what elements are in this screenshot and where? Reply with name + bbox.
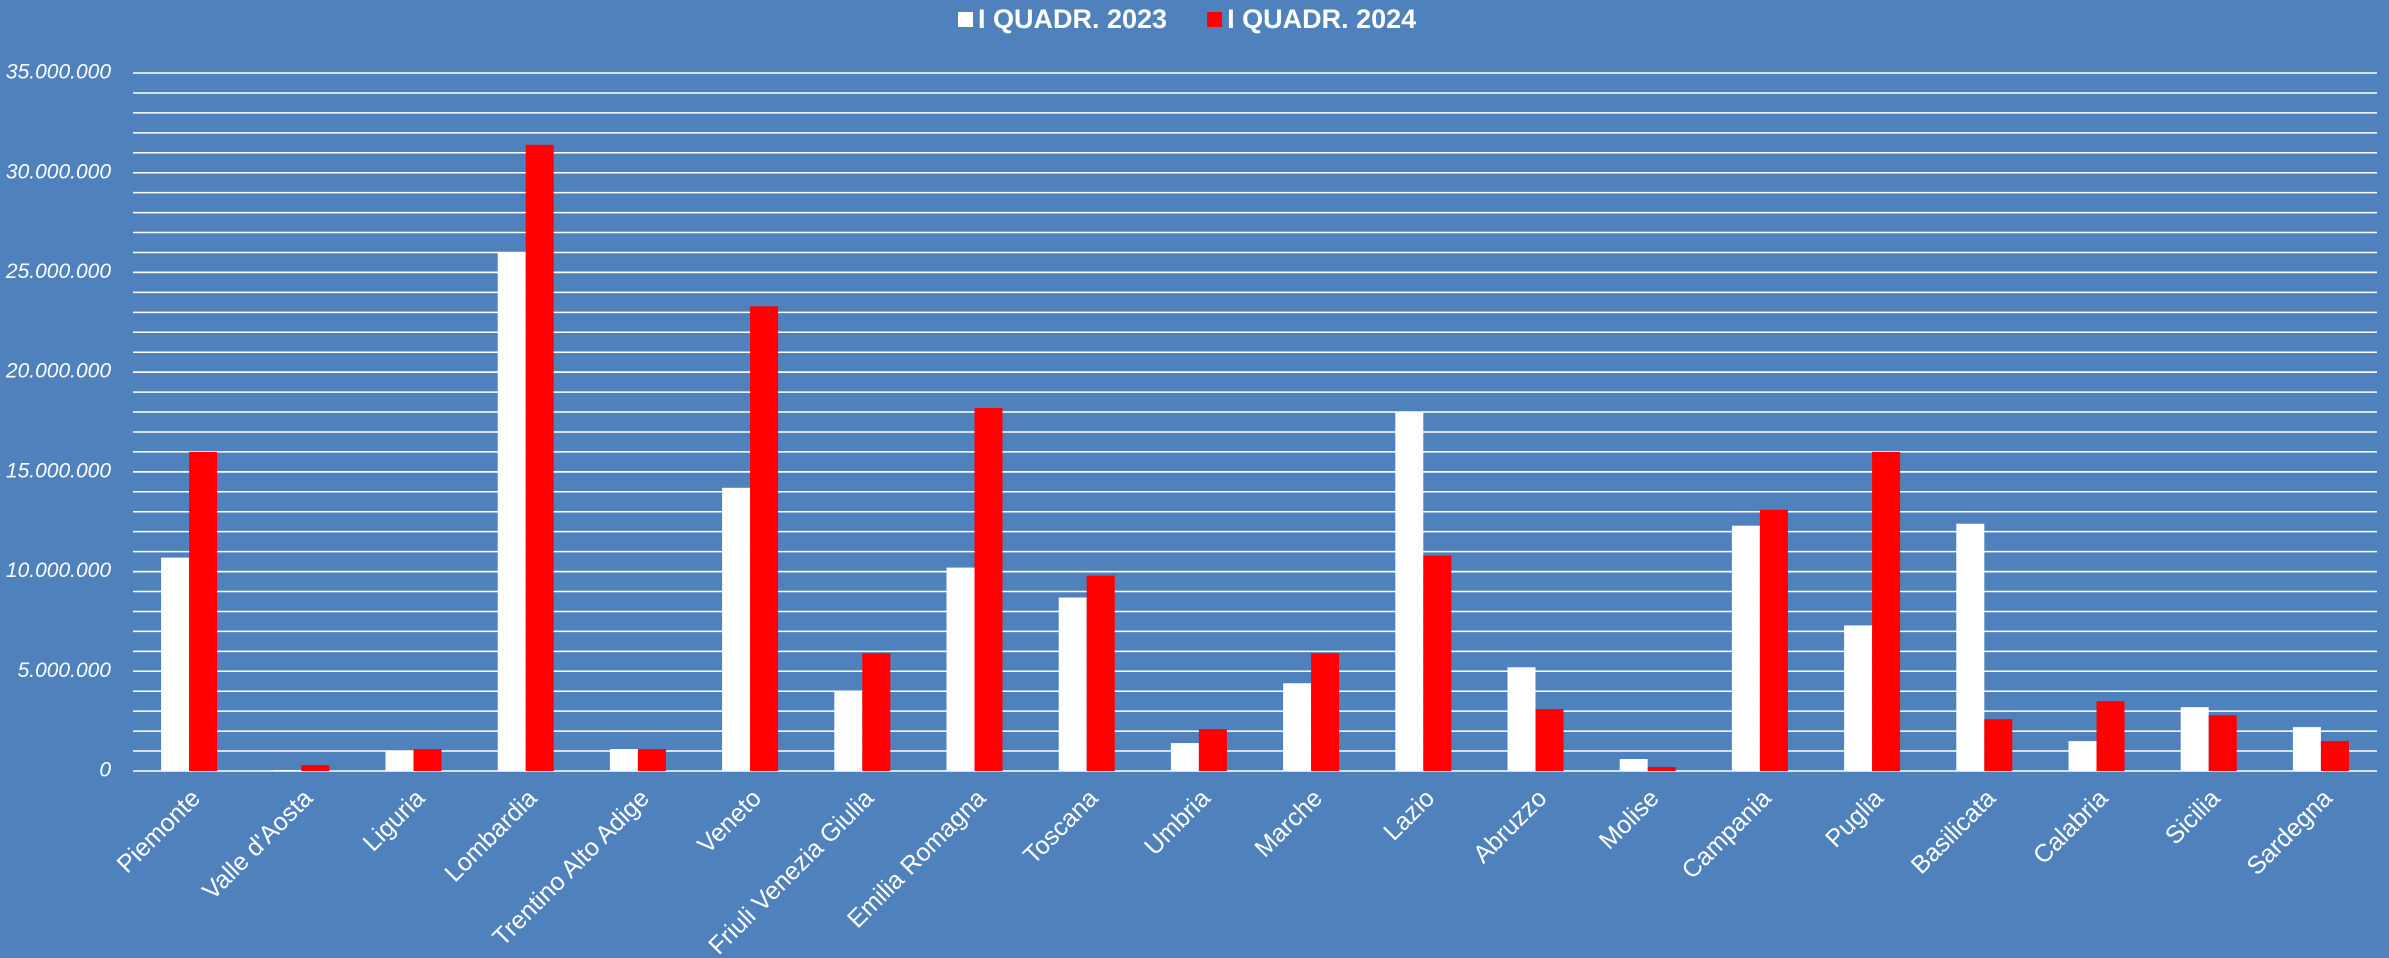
bar <box>301 765 330 771</box>
bar <box>1844 625 1873 771</box>
bar <box>637 749 666 771</box>
bar <box>2320 741 2349 771</box>
legend-swatch <box>1207 12 1223 27</box>
y-tick-label: 5.000.000 <box>18 659 112 682</box>
x-tick-label: Valle d'Aosta <box>197 784 318 905</box>
y-tick-label: 0 <box>99 759 111 782</box>
bar <box>2208 715 2237 771</box>
bar <box>750 306 779 771</box>
bar <box>161 557 190 771</box>
bar <box>1086 575 1115 771</box>
bar <box>834 691 863 771</box>
x-tick-label: Umbria <box>1139 784 1216 861</box>
bar <box>1535 709 1564 771</box>
bar <box>273 770 302 771</box>
y-tick-label: 10.000.000 <box>6 559 111 582</box>
bar <box>1170 743 1199 771</box>
bar <box>1872 451 1901 771</box>
x-tick-label: Marche <box>1249 784 1328 863</box>
bar <box>1311 653 1340 771</box>
legend-swatch <box>958 12 973 27</box>
x-tick-label: Lombardia <box>439 784 542 887</box>
bar <box>1058 597 1087 771</box>
bar <box>862 653 891 771</box>
x-tick-label: Sicilia <box>2160 784 2226 850</box>
bar <box>2292 727 2321 771</box>
legend-label: I QUADR. 2024 <box>1227 4 1416 34</box>
y-tick-label: 35.000.000 <box>6 61 111 84</box>
bar <box>1956 523 1985 771</box>
bar <box>722 487 751 771</box>
bar <box>413 749 442 771</box>
bar <box>189 451 218 771</box>
bar <box>609 749 638 771</box>
x-tick-label: Campania <box>1676 784 1776 884</box>
legend-label: I QUADR. 2023 <box>978 4 1167 34</box>
bar <box>1283 683 1312 771</box>
bar <box>385 751 414 771</box>
bar <box>1647 767 1676 771</box>
x-tick-label: Piemonte <box>112 784 206 878</box>
x-tick-label: Veneto <box>692 784 767 859</box>
bar <box>2068 741 2097 771</box>
x-tick-label: Liguria <box>358 784 431 857</box>
bar <box>946 567 975 771</box>
bar <box>497 252 526 771</box>
bar <box>2180 707 2209 771</box>
bar <box>1423 555 1452 771</box>
bar <box>1984 719 2013 771</box>
bar <box>2096 701 2125 771</box>
bar <box>1619 759 1648 771</box>
bar <box>974 408 1003 771</box>
x-tick-label: Toscana <box>1018 784 1104 870</box>
x-tick-label: Abruzzo <box>1468 784 1553 869</box>
bar <box>1507 667 1536 771</box>
bar <box>1395 412 1424 771</box>
x-tick-label: Basilicata <box>1906 784 2002 880</box>
bar <box>1759 509 1788 771</box>
bar <box>525 144 554 771</box>
y-tick-label: 15.000.000 <box>6 459 111 482</box>
x-tick-label: Molise <box>1594 784 1665 855</box>
y-tick-label: 20.000.000 <box>5 360 111 383</box>
y-tick-label: 25.000.000 <box>5 260 111 283</box>
x-tick-label: Puglia <box>1820 784 1889 853</box>
x-tick-label: Calabria <box>2028 784 2114 870</box>
y-tick-label: 30.000.000 <box>6 160 111 183</box>
x-tick-label: Lazio <box>1378 784 1440 846</box>
x-tick-label: Sardegna <box>2241 784 2338 881</box>
bar <box>1731 525 1760 771</box>
bar <box>1198 729 1227 771</box>
